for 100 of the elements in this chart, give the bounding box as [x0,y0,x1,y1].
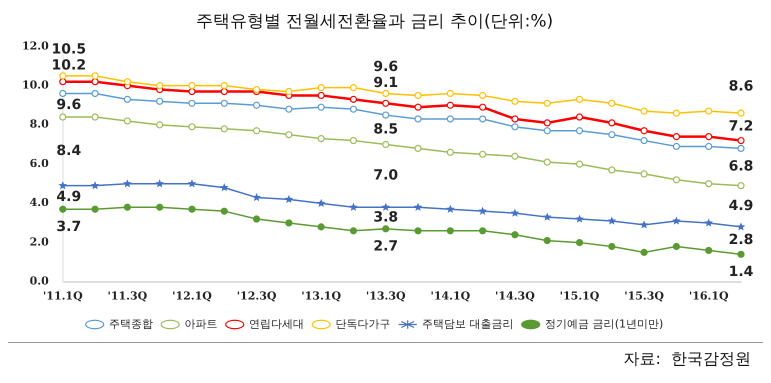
point [608,216,616,225]
point [188,88,196,96]
point [91,72,99,80]
point [704,218,713,227]
y-tick-label: 4.0 [30,196,50,210]
point [737,144,745,152]
point [156,121,164,128]
point [608,100,616,107]
point [446,148,454,156]
point [544,158,551,166]
point [220,82,228,90]
point [220,183,229,192]
data-label: 8.5 [373,121,398,138]
point [382,100,390,107]
point [672,176,680,184]
legend-label: 단독다가구 [336,317,391,330]
point [156,98,164,105]
point [544,119,551,127]
data-label: 8.4 [56,142,82,159]
point [188,206,196,213]
point [124,78,131,86]
point [737,109,745,117]
point [252,215,260,223]
point [188,179,196,188]
x-tick-label: '15.3Q [624,289,664,302]
point [640,127,648,134]
point [91,78,99,86]
point [446,227,454,234]
point [220,100,228,107]
y-tick-label: 8.0 [30,118,50,131]
point [285,131,292,138]
point [381,202,390,211]
point [576,238,584,246]
point [414,144,422,152]
point [542,212,552,221]
point [608,242,616,250]
point [188,82,196,90]
point [511,115,519,123]
point [318,135,325,142]
point [220,88,228,96]
point [640,170,648,178]
point [446,90,454,98]
point [350,84,358,92]
point [220,208,228,215]
data-label: 10.5 [52,41,86,58]
point [350,136,358,144]
y-tick-label: 6.0 [30,156,50,170]
point [188,123,196,130]
point [285,219,292,227]
legend-label: 아파트 [184,317,218,330]
point [511,123,519,130]
point [252,102,260,109]
data-label: 10.2 [52,57,86,74]
point [382,111,390,119]
data-label: 9.6 [373,59,398,76]
point [220,125,228,132]
point [576,160,584,168]
y-tick-label: 0.0 [30,274,50,288]
point [124,117,131,125]
point [414,202,422,211]
point [91,113,99,121]
point [91,90,99,98]
data-label: 4.9 [728,198,754,214]
point [414,227,422,234]
x-tick-label: '13.3Q [366,289,406,302]
y-tick-label: 2.0 [30,235,50,248]
data-label: 1.4 [728,264,754,280]
point [414,104,422,111]
legend-label: 주택담보 대출금리 [422,317,514,330]
point [478,206,487,215]
y-tick-label: 10.0 [22,78,50,92]
data-label: 2.7 [373,238,398,254]
point [576,127,584,134]
x-tick-label: '11.1Q [42,289,84,302]
point [737,250,745,258]
y-tick-label: 12.0 [22,39,50,52]
point [672,216,681,225]
x-tick-label: '11.3Q [108,289,148,302]
point [59,72,66,80]
point [59,206,66,213]
data-label: 9.6 [56,96,82,113]
x-tick-label: '14.1Q [430,289,471,302]
point [350,106,358,113]
point [316,198,326,207]
point [640,108,648,115]
point [705,108,712,115]
point [318,223,325,230]
point [705,246,712,254]
legend-label: 연립다세대 [249,317,304,330]
legend-label: 정기예금 금리(1년미만) [545,317,664,330]
point [608,166,616,174]
point [318,84,325,92]
point [155,179,164,188]
point [544,237,551,244]
point [672,242,680,250]
point [318,92,325,100]
x-tick-label: '13.1Q [301,289,342,302]
x-tick-label: '12.3Q [236,289,277,302]
point [350,96,358,103]
data-label: 3.8 [373,210,398,226]
